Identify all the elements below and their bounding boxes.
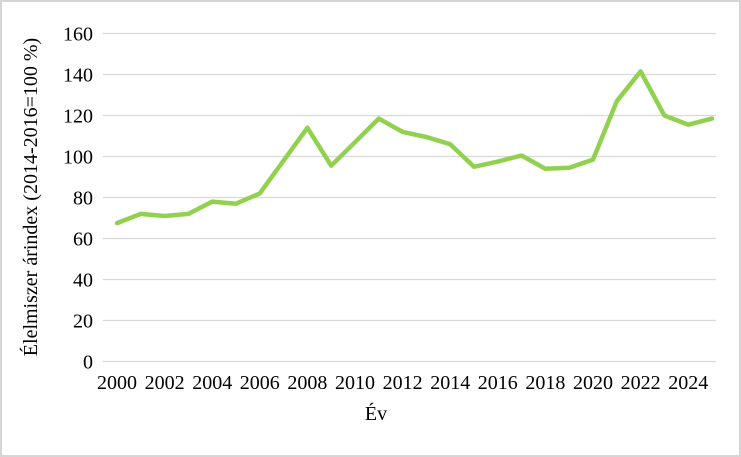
- x-tick-label: 2020: [573, 372, 613, 394]
- series-line-food-price-index: [114, 69, 715, 226]
- x-tick-label: 2008: [287, 372, 327, 394]
- x-tick-label: 2016: [478, 372, 518, 394]
- y-tick-label: 140: [63, 65, 93, 87]
- gridlines: [103, 32, 716, 363]
- x-tick-label: 2012: [383, 372, 423, 394]
- x-axis-tick-labels: 2000 2002 2004 2006 2008 2010 2012 2014 2016 2018…: [97, 372, 708, 394]
- x-tick-label: 2006: [240, 372, 280, 394]
- x-tick-label: 2002: [145, 372, 185, 394]
- y-tick-label: 20: [73, 311, 93, 333]
- y-tick-label: 60: [73, 229, 93, 251]
- x-axis-title: Év: [365, 402, 387, 425]
- y-tick-label: 40: [73, 270, 93, 292]
- y-tick-label: 100: [63, 147, 93, 169]
- x-tick-label: 2018: [525, 372, 565, 394]
- y-tick-label: 0: [83, 352, 93, 374]
- x-tick-label: 2000: [97, 372, 137, 394]
- y-tick-label: 120: [63, 106, 93, 128]
- x-tick-label: 2004: [192, 372, 232, 394]
- y-tick-label: 80: [73, 188, 93, 210]
- y-tick-label: 160: [63, 24, 93, 46]
- x-tick-label: 2024: [668, 372, 708, 394]
- x-tick-label: 2010: [335, 372, 375, 394]
- y-axis-tick-labels: 0 20 40 60 80 100 120 140 160: [63, 24, 93, 374]
- y-axis-title: Élelmiszer árindex (2014-2016=100 %): [19, 38, 42, 356]
- x-tick-label: 2014: [430, 372, 470, 394]
- x-tick-label: 2022: [621, 372, 661, 394]
